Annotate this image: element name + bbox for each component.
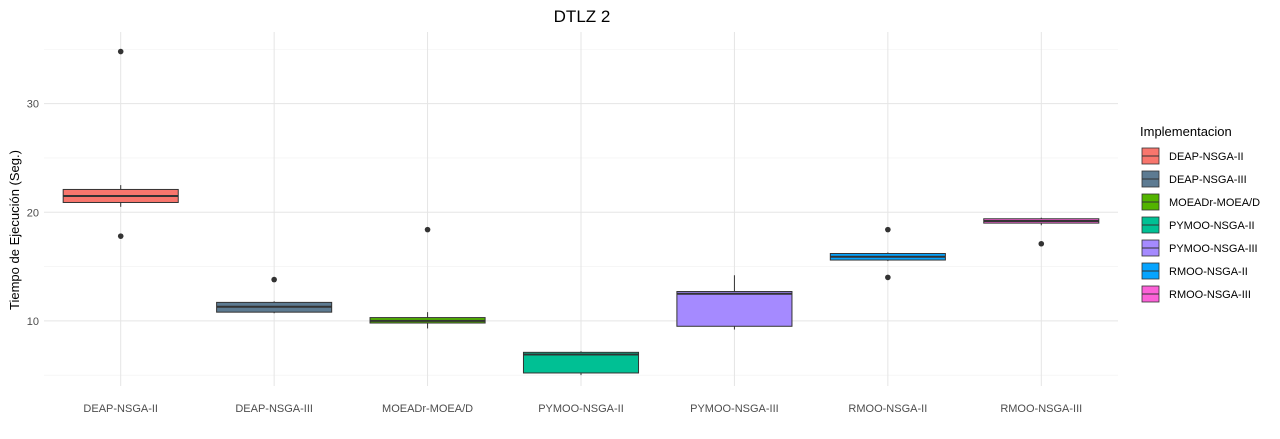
- legend-items: DEAP-NSGA-II DEAP-NSGA-III MOEADr-MOEA/D PY…: [1141, 147, 1260, 303]
- x-tick-label: PYMOO-NSGA-II: [538, 403, 624, 415]
- y-tick-label: 10: [27, 316, 39, 328]
- box-0: [62, 48, 179, 239]
- x-axis-ticks: DEAP-NSGA-II DEAP-NSGA-III MOEADr-MOEA/D PY…: [83, 403, 1082, 415]
- boxes: [62, 48, 1100, 376]
- legend-label: DEAP-NSGA-III: [1169, 174, 1247, 186]
- legend-label: RMOO-NSGA-III: [1169, 289, 1251, 301]
- chart-title: DTLZ 2: [554, 7, 611, 26]
- box-iqr: [676, 291, 793, 327]
- legend-item: PYMOO-NSGA-II: [1141, 216, 1255, 234]
- outlier-point: [271, 276, 277, 283]
- legend-item: RMOO-NSGA-II: [1141, 262, 1248, 280]
- x-tick-label: DEAP-NSGA-III: [235, 403, 313, 415]
- outlier-point: [117, 233, 124, 239]
- box-5: [829, 226, 946, 281]
- legend-item: RMOO-NSGA-III: [1141, 285, 1251, 303]
- legend-item: DEAP-NSGA-II: [1141, 147, 1244, 165]
- outlier-point: [424, 226, 431, 233]
- legend-label: MOEADr-MOEA/D: [1169, 197, 1260, 209]
- legend-item: PYMOO-NSGA-III: [1141, 239, 1258, 257]
- legend-item: DEAP-NSGA-III: [1141, 170, 1247, 188]
- legend-title: Implementacion: [1140, 124, 1232, 139]
- legend: Implementacion DEAP-NSGA-II DEAP-NSGA-III…: [1140, 124, 1260, 303]
- box-4: [676, 275, 793, 330]
- y-tick-label: 30: [27, 99, 39, 111]
- x-tick-label: RMOO-NSGA-II: [848, 403, 927, 415]
- box-2: [369, 226, 486, 329]
- x-tick-label: MOEADr-MOEA/D: [382, 403, 473, 415]
- x-tick-label: RMOO-NSGA-III: [1000, 403, 1082, 415]
- box-iqr: [522, 351, 640, 374]
- legend-label: PYMOO-NSGA-II: [1169, 220, 1255, 232]
- outlier-point: [1038, 240, 1045, 247]
- box-6: [983, 217, 1100, 247]
- x-tick-label: PYMOO-NSGA-III: [690, 403, 779, 415]
- outlier-point: [117, 48, 124, 55]
- legend-label: PYMOO-NSGA-III: [1169, 243, 1258, 255]
- legend-item: MOEADr-MOEA/D: [1141, 193, 1260, 211]
- x-tick-label: DEAP-NSGA-II: [83, 403, 158, 415]
- y-tick-label: 20: [27, 207, 39, 219]
- legend-label: RMOO-NSGA-II: [1169, 266, 1248, 278]
- outlier-point: [885, 274, 891, 281]
- legend-label: DEAP-NSGA-II: [1169, 151, 1244, 163]
- box-3: [522, 351, 640, 376]
- box-1: [216, 276, 333, 314]
- y-axis-ticks: 10 20 30: [27, 99, 39, 328]
- outlier-point: [885, 226, 891, 233]
- grid: [44, 32, 1118, 386]
- y-axis-title: Tiempo de Ejecución (Seg.): [7, 150, 22, 310]
